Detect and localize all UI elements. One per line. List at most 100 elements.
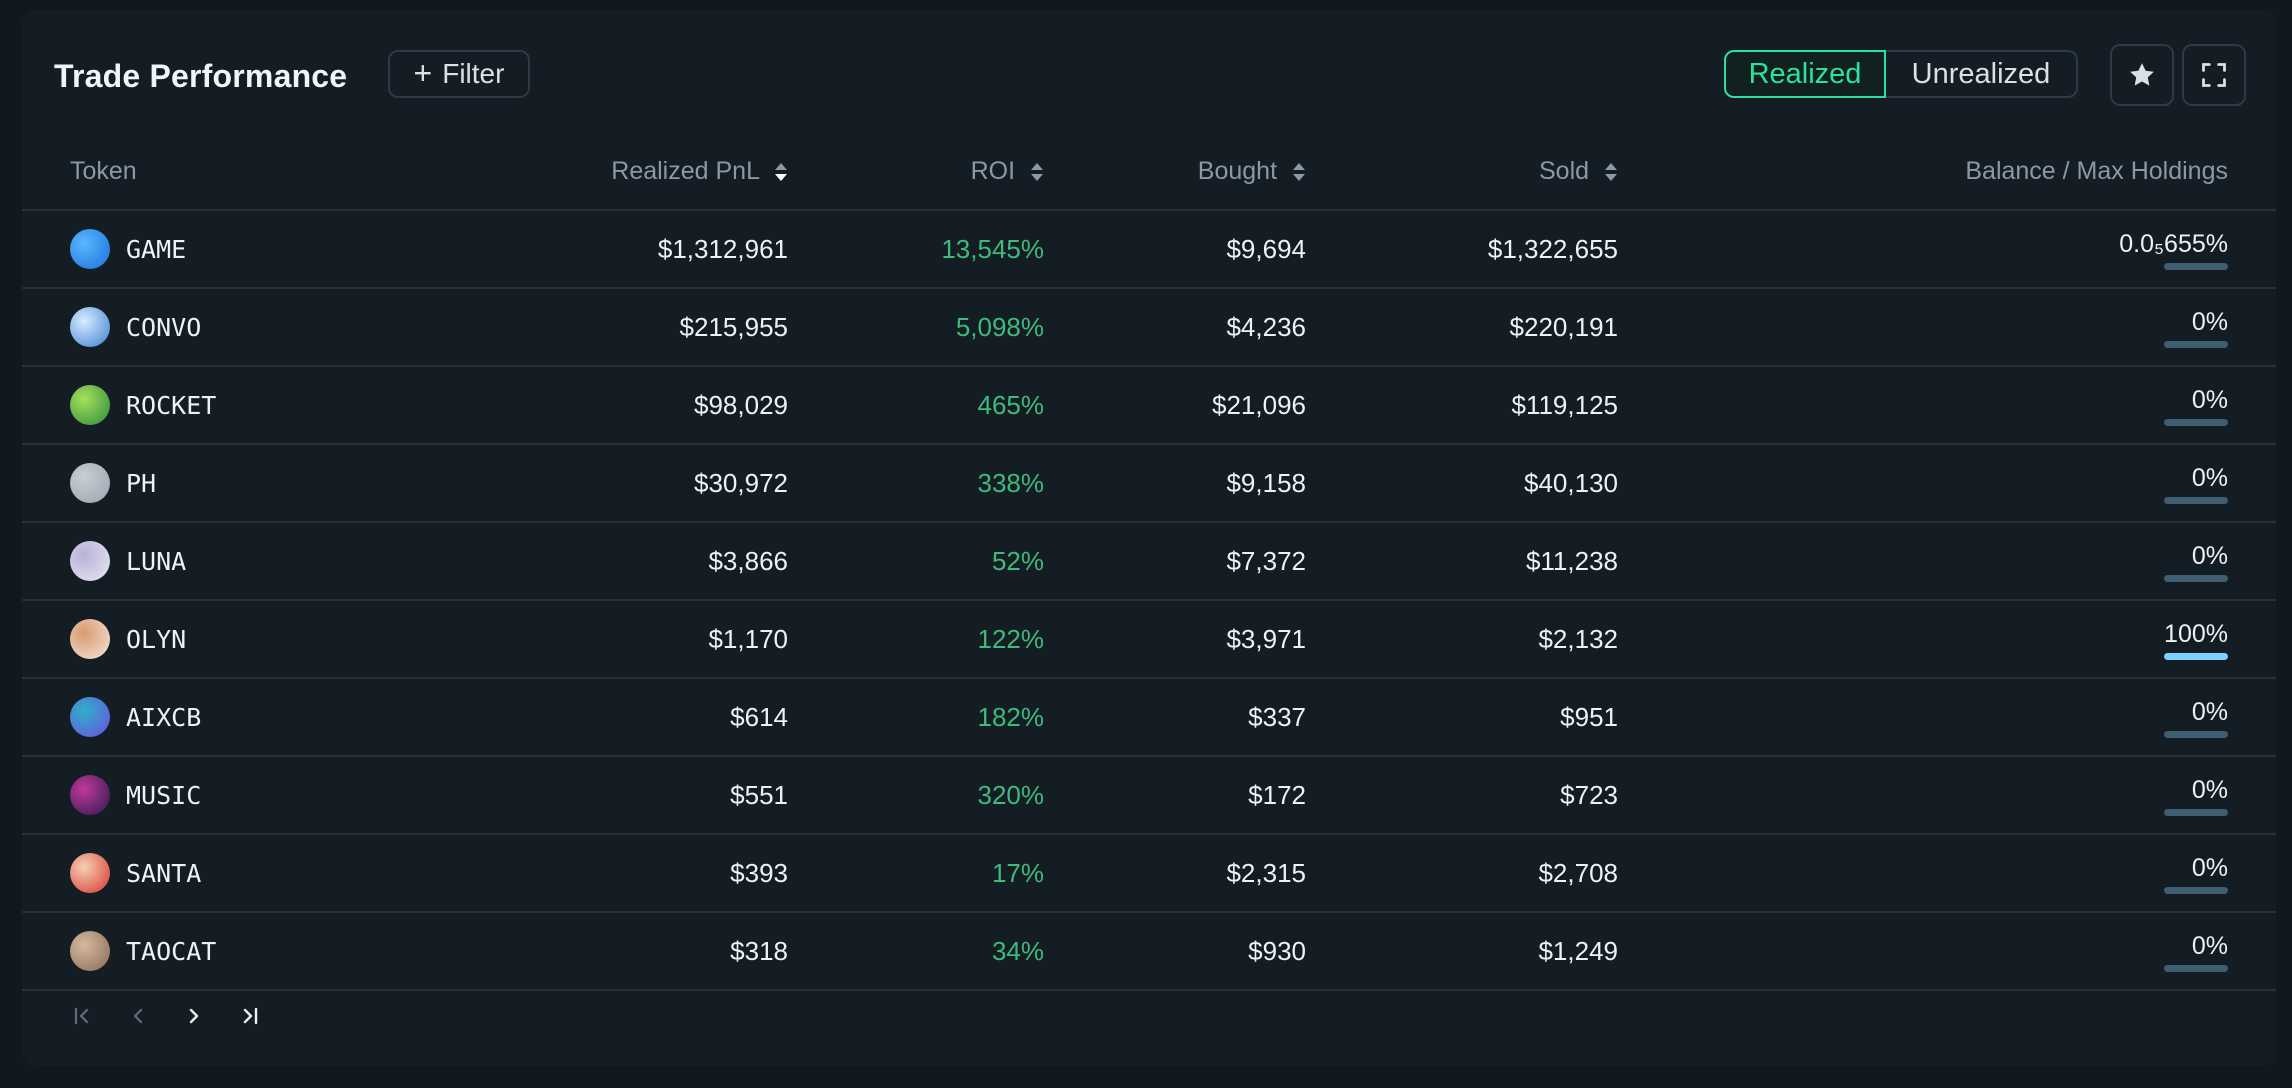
token-name[interactable]: GAME xyxy=(126,234,187,264)
filter-label: Filter xyxy=(442,58,505,89)
col-token: Token xyxy=(22,134,402,211)
holdings-bar xyxy=(2164,497,2228,504)
cell-balance: 0% xyxy=(1618,912,2276,991)
filter-button[interactable]: + Filter xyxy=(388,50,530,98)
token-avatar xyxy=(70,463,110,503)
balance-value: 0% xyxy=(2191,308,2228,336)
balance-value: 0% xyxy=(2191,932,2228,960)
token-name[interactable]: SANTA xyxy=(126,858,202,888)
cell-token: AIXCB xyxy=(22,678,402,757)
token-name[interactable]: CONVO xyxy=(126,312,202,342)
cell-balance: 0% xyxy=(1618,678,2276,757)
token-name[interactable]: PH xyxy=(126,468,157,498)
holdings-bar xyxy=(2164,341,2228,348)
cell-token: TAOCAT xyxy=(22,912,402,991)
cell-bought: $337 xyxy=(1044,678,1306,757)
cell-sold: $1,322,655 xyxy=(1306,210,1618,289)
cell-roi: 52% xyxy=(788,522,1044,601)
cell-token: SANTA xyxy=(22,834,402,913)
table-row[interactable]: LUNA $3,866 52% $7,372 $11,238 0% xyxy=(22,522,2276,601)
holdings-bar-fill xyxy=(2164,653,2228,660)
token-name[interactable]: LUNA xyxy=(126,546,187,576)
cell-realized-pnl: $393 xyxy=(402,834,788,913)
cell-sold: $119,125 xyxy=(1306,366,1618,445)
token-avatar xyxy=(70,775,110,815)
cell-sold: $1,249 xyxy=(1306,912,1618,991)
token-name[interactable]: AIXCB xyxy=(126,702,202,732)
token-avatar xyxy=(70,619,110,659)
cell-sold: $220,191 xyxy=(1306,288,1618,367)
col-sold[interactable]: Sold xyxy=(1306,134,1618,211)
panel-header: Trade Performance + Filter Realized Unre… xyxy=(22,10,2276,140)
first-page-button[interactable] xyxy=(66,1000,98,1032)
cell-realized-pnl: $30,972 xyxy=(402,444,788,523)
table-row[interactable]: AIXCB $614 182% $337 $951 0% xyxy=(22,678,2276,757)
cell-token: GAME xyxy=(22,210,402,289)
cell-token: OLYN xyxy=(22,600,402,679)
cell-roi: 465% xyxy=(788,366,1044,445)
col-bought[interactable]: Bought xyxy=(1044,134,1306,211)
cell-realized-pnl: $3,866 xyxy=(402,522,788,601)
sort-icon xyxy=(1031,163,1043,182)
trades-table: Token Realized PnL ROI Bought xyxy=(22,134,2276,991)
cell-sold: $11,238 xyxy=(1306,522,1618,601)
table-row[interactable]: ROCKET $98,029 465% $21,096 $119,125 0% xyxy=(22,366,2276,445)
table-row[interactable]: MUSIC $551 320% $172 $723 0% xyxy=(22,756,2276,835)
token-name[interactable]: ROCKET xyxy=(126,390,217,420)
balance-value: 0.0₅655% xyxy=(2119,230,2228,258)
table-body: GAME $1,312,961 13,545% $9,694 $1,322,655 0.0… xyxy=(22,210,2276,991)
next-page-icon xyxy=(189,1008,199,1024)
token-name[interactable]: OLYN xyxy=(126,624,187,654)
cell-token: LUNA xyxy=(22,522,402,601)
next-page-button[interactable] xyxy=(178,1000,210,1032)
col-realized-pnl[interactable]: Realized PnL xyxy=(402,134,788,211)
cell-realized-pnl: $1,170 xyxy=(402,600,788,679)
token-avatar xyxy=(70,229,110,269)
cell-balance: 0% xyxy=(1618,288,2276,367)
realized-toggle: Realized Unrealized xyxy=(1724,50,2078,98)
favorite-button[interactable] xyxy=(2110,44,2174,106)
table-row[interactable]: CONVO $215,955 5,098% $4,236 $220,191 0% xyxy=(22,288,2276,367)
fullscreen-icon xyxy=(2202,63,2226,87)
token-name[interactable]: MUSIC xyxy=(126,780,202,810)
cell-sold: $723 xyxy=(1306,756,1618,835)
last-page-button[interactable] xyxy=(234,1000,266,1032)
cell-realized-pnl: $551 xyxy=(402,756,788,835)
holdings-bar xyxy=(2164,575,2228,582)
col-roi[interactable]: ROI xyxy=(788,134,1044,211)
table-row[interactable]: GAME $1,312,961 13,545% $9,694 $1,322,655 0.0… xyxy=(22,210,2276,289)
cell-roi: 34% xyxy=(788,912,1044,991)
token-name[interactable]: TAOCAT xyxy=(126,936,217,966)
token-avatar xyxy=(70,541,110,581)
cell-sold: $40,130 xyxy=(1306,444,1618,523)
toggle-realized[interactable]: Realized xyxy=(1724,50,1886,98)
cell-token: CONVO xyxy=(22,288,402,367)
col-balance: Balance / Max Holdings xyxy=(1618,134,2276,211)
cell-realized-pnl: $98,029 xyxy=(402,366,788,445)
cell-balance: 0% xyxy=(1618,834,2276,913)
fullscreen-button[interactable] xyxy=(2182,44,2246,106)
holdings-bar xyxy=(2164,965,2228,972)
sort-icon xyxy=(1293,163,1305,182)
table-row[interactable]: SANTA $393 17% $2,315 $2,708 0% xyxy=(22,834,2276,913)
toggle-unrealized[interactable]: Unrealized xyxy=(1886,50,2078,98)
cell-bought: $4,236 xyxy=(1044,288,1306,367)
table-row[interactable]: TAOCAT $318 34% $930 $1,249 0% xyxy=(22,912,2276,991)
prev-page-icon xyxy=(133,1008,143,1024)
cell-bought: $21,096 xyxy=(1044,366,1306,445)
cell-realized-pnl: $614 xyxy=(402,678,788,757)
sort-desc-icon xyxy=(775,163,787,182)
balance-value: 0% xyxy=(2191,854,2228,882)
holdings-bar xyxy=(2164,419,2228,426)
table-row[interactable]: OLYN $1,170 122% $3,971 $2,132 100% xyxy=(22,600,2276,679)
balance-value: 0% xyxy=(2191,776,2228,804)
cell-realized-pnl: $318 xyxy=(402,912,788,991)
plus-icon: + xyxy=(413,54,433,91)
cell-roi: 5,098% xyxy=(788,288,1044,367)
balance-value: 0% xyxy=(2191,464,2228,492)
table-row[interactable]: PH $30,972 338% $9,158 $40,130 0% xyxy=(22,444,2276,523)
holdings-bar xyxy=(2164,263,2228,270)
cell-bought: $9,158 xyxy=(1044,444,1306,523)
token-avatar xyxy=(70,307,110,347)
prev-page-button[interactable] xyxy=(122,1000,154,1032)
